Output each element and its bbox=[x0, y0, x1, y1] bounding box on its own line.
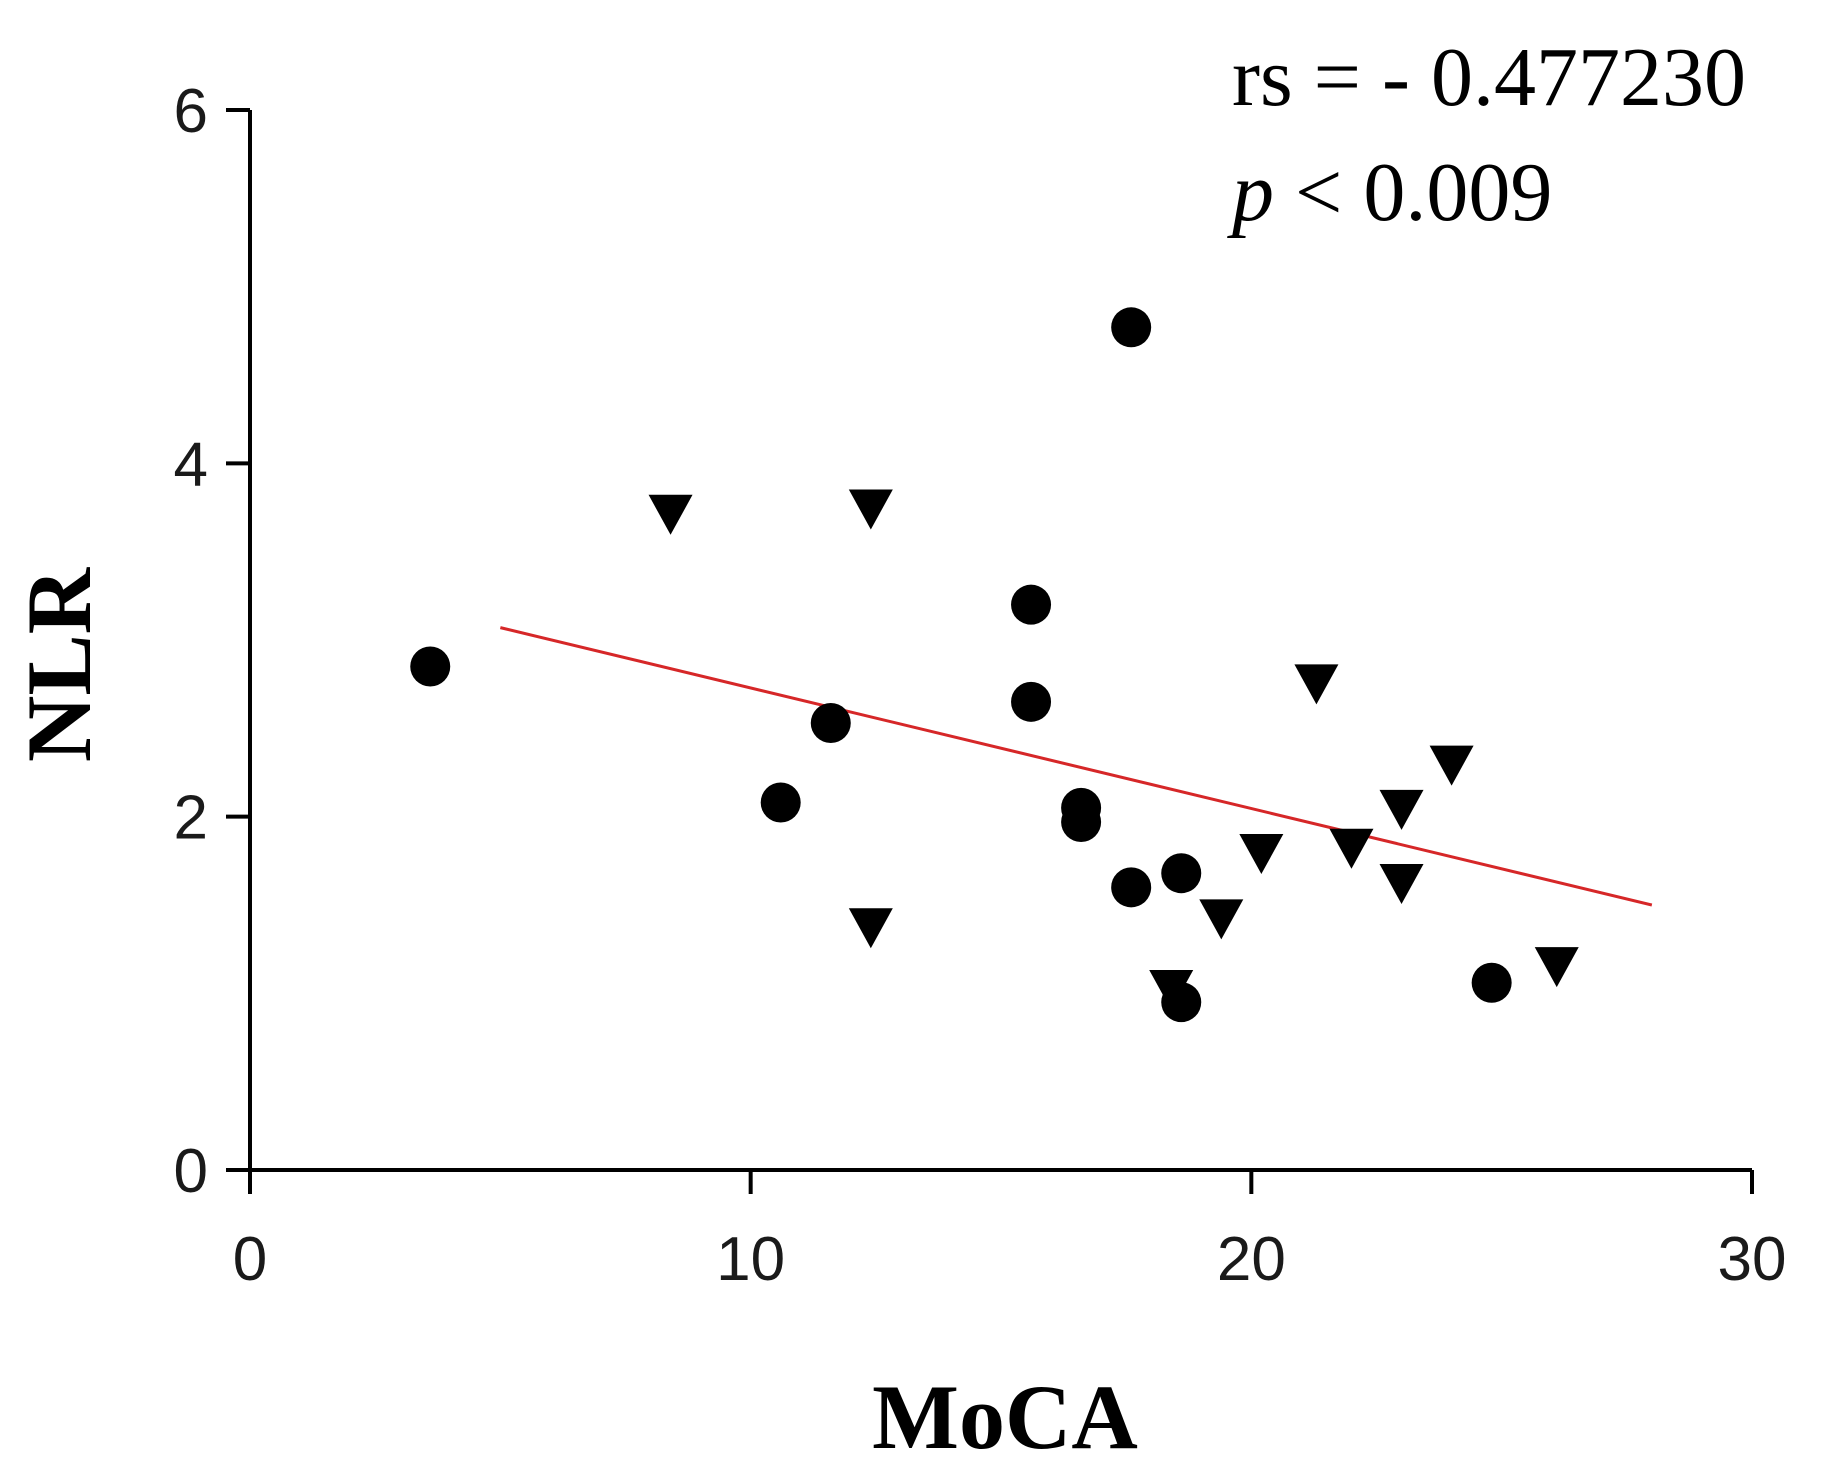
circle-point bbox=[760, 782, 801, 823]
y-tick-label: 0 bbox=[174, 1137, 208, 1206]
x-ticks: 0 10 20 30 bbox=[233, 1170, 1787, 1294]
triangle-point bbox=[1534, 947, 1579, 988]
y-tick-label: 2 bbox=[174, 784, 208, 853]
circle-point bbox=[1011, 584, 1052, 625]
triangle-point bbox=[1429, 745, 1474, 786]
triangle-point bbox=[1149, 970, 1194, 1011]
triangle-point bbox=[1379, 864, 1424, 905]
circle-point bbox=[1111, 867, 1152, 908]
p-annotation: p < 0.009 bbox=[1227, 146, 1552, 239]
trend-line-group bbox=[499, 626, 1653, 907]
triangle-point bbox=[1239, 834, 1284, 874]
circle-point bbox=[410, 646, 451, 687]
x-tick-label: 20 bbox=[1217, 1225, 1286, 1294]
triangle-point bbox=[1294, 664, 1339, 705]
triangle-point bbox=[1379, 789, 1424, 830]
triangle-point bbox=[1329, 828, 1374, 869]
circle-point bbox=[1471, 962, 1512, 1003]
x-tick-label: 30 bbox=[1718, 1225, 1787, 1294]
circle-point bbox=[1011, 681, 1052, 722]
axes bbox=[248, 110, 1752, 1172]
circle-point bbox=[1161, 853, 1202, 894]
trend-line bbox=[499, 626, 1653, 907]
x-tick-label: 10 bbox=[716, 1225, 785, 1294]
data-points bbox=[410, 307, 1579, 1023]
triangle-point bbox=[848, 489, 893, 530]
y-tick-label: 4 bbox=[174, 430, 208, 499]
rs-annotation: rs = - 0.477230 bbox=[1232, 31, 1746, 124]
triangle-point bbox=[1199, 899, 1244, 940]
x-axis-title: MoCA bbox=[872, 1366, 1138, 1468]
circle-point bbox=[810, 703, 851, 744]
p-symbol: p bbox=[1227, 146, 1274, 239]
x-tick-label: 0 bbox=[233, 1225, 267, 1294]
circle-point bbox=[1061, 801, 1102, 842]
y-ticks: 0 2 4 6 bbox=[174, 77, 250, 1206]
circle-point bbox=[1111, 307, 1152, 348]
triangle-point bbox=[848, 908, 893, 949]
y-axis-title: NLR bbox=[8, 566, 110, 762]
y-tick-label: 6 bbox=[174, 77, 208, 146]
p-value: < 0.009 bbox=[1274, 146, 1552, 239]
triangle-point bbox=[648, 494, 693, 535]
